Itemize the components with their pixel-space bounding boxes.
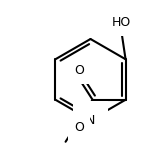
Text: N: N — [86, 114, 95, 126]
Text: O: O — [74, 64, 84, 77]
Text: HO: HO — [111, 16, 131, 29]
Text: O: O — [74, 121, 84, 134]
